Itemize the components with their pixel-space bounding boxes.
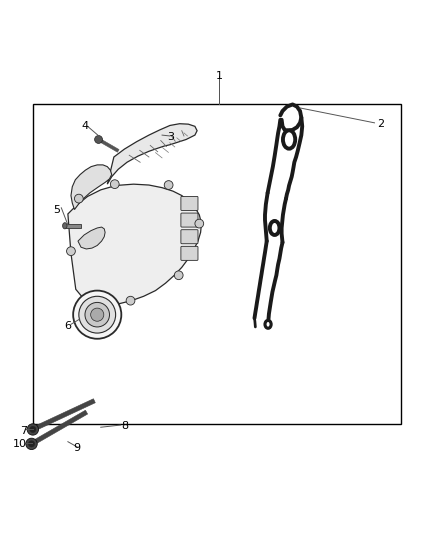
Text: 4: 4	[82, 122, 89, 131]
Circle shape	[85, 302, 110, 327]
Ellipse shape	[63, 223, 67, 229]
Circle shape	[174, 271, 183, 280]
Circle shape	[164, 181, 173, 189]
Text: 10: 10	[13, 439, 27, 449]
Circle shape	[30, 426, 36, 433]
Ellipse shape	[265, 320, 271, 328]
Polygon shape	[107, 124, 197, 184]
Polygon shape	[78, 227, 105, 249]
Circle shape	[110, 180, 119, 189]
FancyBboxPatch shape	[181, 246, 198, 260]
Ellipse shape	[270, 221, 279, 235]
Text: 7: 7	[21, 426, 28, 436]
Circle shape	[26, 438, 37, 449]
Circle shape	[95, 135, 102, 143]
Polygon shape	[68, 184, 201, 305]
Polygon shape	[65, 223, 81, 228]
Text: 9: 9	[73, 443, 80, 453]
Text: 2: 2	[378, 119, 385, 129]
FancyBboxPatch shape	[181, 197, 198, 211]
Circle shape	[91, 308, 104, 321]
Ellipse shape	[283, 130, 295, 149]
Circle shape	[27, 424, 39, 435]
Circle shape	[67, 247, 75, 255]
Text: 3: 3	[167, 132, 174, 142]
Polygon shape	[98, 138, 119, 152]
Text: 5: 5	[53, 205, 60, 215]
Circle shape	[195, 219, 204, 228]
Text: 1: 1	[215, 71, 223, 81]
Polygon shape	[30, 410, 88, 446]
Text: 8: 8	[121, 422, 128, 431]
Polygon shape	[32, 399, 95, 431]
Text: 6: 6	[64, 321, 71, 330]
FancyBboxPatch shape	[181, 213, 198, 227]
Circle shape	[73, 290, 121, 339]
Circle shape	[28, 441, 35, 447]
FancyBboxPatch shape	[181, 230, 198, 244]
Circle shape	[88, 293, 96, 302]
Circle shape	[74, 194, 83, 203]
Circle shape	[79, 296, 116, 333]
Circle shape	[126, 296, 135, 305]
Polygon shape	[71, 165, 112, 209]
Bar	[33, 104, 401, 424]
